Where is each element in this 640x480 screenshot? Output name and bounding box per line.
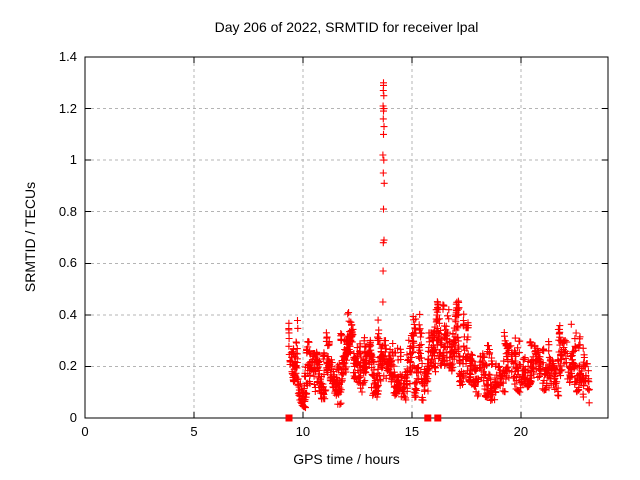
- plot-frame: [84, 56, 609, 419]
- x-tick-label: 20: [513, 424, 529, 439]
- y-tick-label: 1.4: [58, 49, 77, 64]
- scatter-points: [285, 79, 593, 412]
- y-tick-label: 0.2: [58, 358, 77, 374]
- zero-square-marker: [285, 414, 293, 422]
- zero-square-marker: [434, 414, 442, 422]
- y-tick-label: 0: [69, 410, 77, 425]
- x-tick-label: 10: [295, 424, 311, 439]
- y-tick-label: 1: [69, 152, 77, 168]
- y-tick-label: 1.2: [58, 100, 77, 116]
- zero-square-marker: [424, 414, 432, 422]
- x-axis-label: GPS time / hours: [293, 451, 400, 467]
- y-tick-label: 0.4: [58, 306, 77, 322]
- x-tick-label: 15: [404, 424, 420, 439]
- x-tick-label: 5: [190, 424, 198, 439]
- chart-title: Day 206 of 2022, SRMTID for receiver lpa…: [214, 19, 479, 35]
- y-tick-label: 0.8: [58, 203, 77, 219]
- x-tick-label: 0: [81, 424, 89, 439]
- y-tick-label: 0.6: [58, 255, 77, 271]
